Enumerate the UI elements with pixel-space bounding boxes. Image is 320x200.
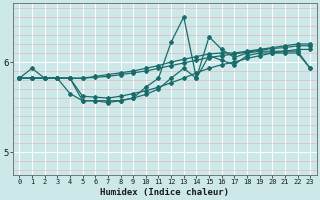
X-axis label: Humidex (Indice chaleur): Humidex (Indice chaleur) xyxy=(100,188,229,197)
